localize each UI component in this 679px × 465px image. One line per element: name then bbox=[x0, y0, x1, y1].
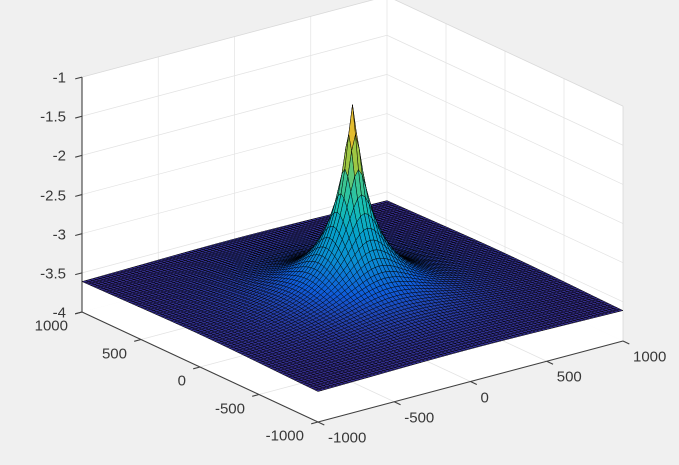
axes-3d-surface-plot[interactable] bbox=[0, 0, 679, 465]
matlab-figure: -1 -1.5 -2 -2.5 -3 -3.5 -4 1000 500 0 -500 -1000 -10… bbox=[0, 0, 679, 465]
